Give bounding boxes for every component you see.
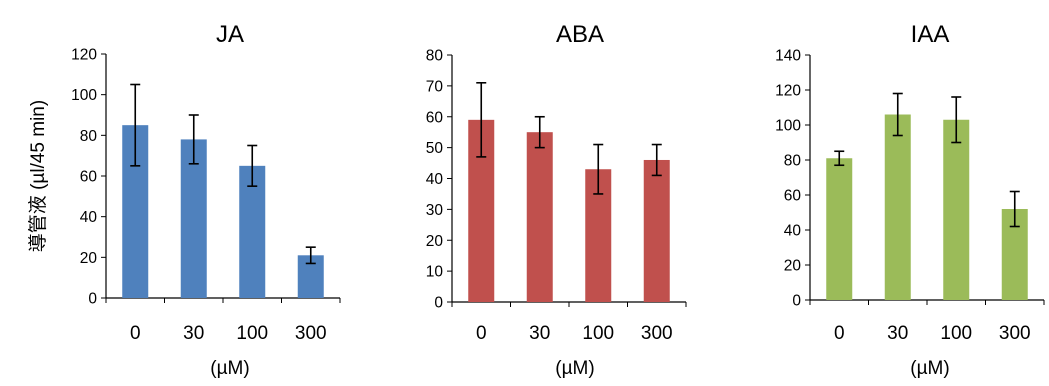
y-tick-label: 0	[434, 295, 443, 312]
y-tick-label: 120	[775, 83, 801, 100]
x-tick-label: 300	[999, 323, 1031, 344]
x-tick-label: 30	[887, 323, 908, 344]
y-tick-label: 80	[784, 153, 802, 170]
y-tick-label: 0	[88, 291, 97, 308]
x-tick-label: 100	[236, 323, 268, 344]
y-tick-label: 20	[426, 233, 444, 250]
y-tick-label: 0	[792, 293, 801, 310]
x-tick-label: 100	[582, 323, 614, 344]
y-tick-label: 20	[80, 250, 98, 267]
y-tick-label: 30	[426, 202, 444, 219]
chart-panel-aba: ABA 0 10 20 30 40 50 60 70 80 0 30 100 300 (µM)	[426, 21, 687, 379]
bar-100	[239, 165, 266, 298]
x-tick-label: 300	[641, 323, 673, 344]
bar-30	[526, 132, 553, 302]
bar-100	[943, 119, 970, 300]
y-tick-label: 70	[426, 78, 444, 95]
x-axis-label: (µM)	[210, 358, 249, 379]
y-tick-label: 100	[71, 87, 97, 104]
chart-panel-iaa: IAA 0 20 40 60 80 100 120 140 0 30 100 300 (µM)	[775, 21, 1045, 379]
x-axis-label: (µM)	[555, 358, 594, 379]
x-tick-label: 0	[834, 323, 845, 344]
bar-0	[826, 158, 853, 300]
y-tick-label: 120	[71, 47, 97, 64]
x-tick-label: 100	[940, 323, 972, 344]
x-tick-label: 300	[295, 323, 327, 344]
y-tick-label: 40	[426, 171, 444, 188]
x-tick-label: 0	[130, 323, 141, 344]
y-tick-label: 100	[775, 118, 801, 135]
y-tick-label: 80	[426, 48, 444, 65]
x-tick-label: 30	[529, 323, 550, 344]
y-tick-label: 80	[80, 128, 98, 145]
shared-y-axis-label: 導管液 (µl/45 min)	[27, 100, 49, 252]
bar-300	[643, 159, 670, 302]
y-tick-label: 60	[426, 109, 444, 126]
chart-title: IAA	[911, 21, 950, 48]
bar-30	[884, 114, 911, 300]
y-tick-label: 40	[80, 209, 98, 226]
y-tick-label: 60	[80, 169, 98, 186]
bar-30	[180, 139, 207, 298]
y-tick-label: 140	[775, 48, 801, 65]
y-tick-label: 40	[784, 223, 802, 240]
y-tick-label: 20	[784, 258, 802, 275]
x-tick-label: 30	[183, 323, 204, 344]
y-tick-label: 60	[784, 188, 802, 205]
x-axis-label: (µM)	[910, 358, 949, 379]
chart-title: ABA	[556, 21, 604, 48]
y-tick-label: 50	[426, 140, 444, 157]
chart-panel-ja: JA 0 20 40 60 80 100 120 0 30 100 300 (µM)	[71, 21, 341, 379]
y-tick-label: 10	[426, 264, 444, 281]
chart-title: JA	[216, 21, 244, 48]
x-tick-label: 0	[476, 323, 487, 344]
